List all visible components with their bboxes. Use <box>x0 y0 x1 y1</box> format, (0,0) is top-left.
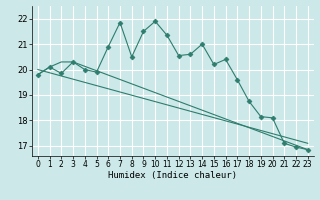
X-axis label: Humidex (Indice chaleur): Humidex (Indice chaleur) <box>108 171 237 180</box>
